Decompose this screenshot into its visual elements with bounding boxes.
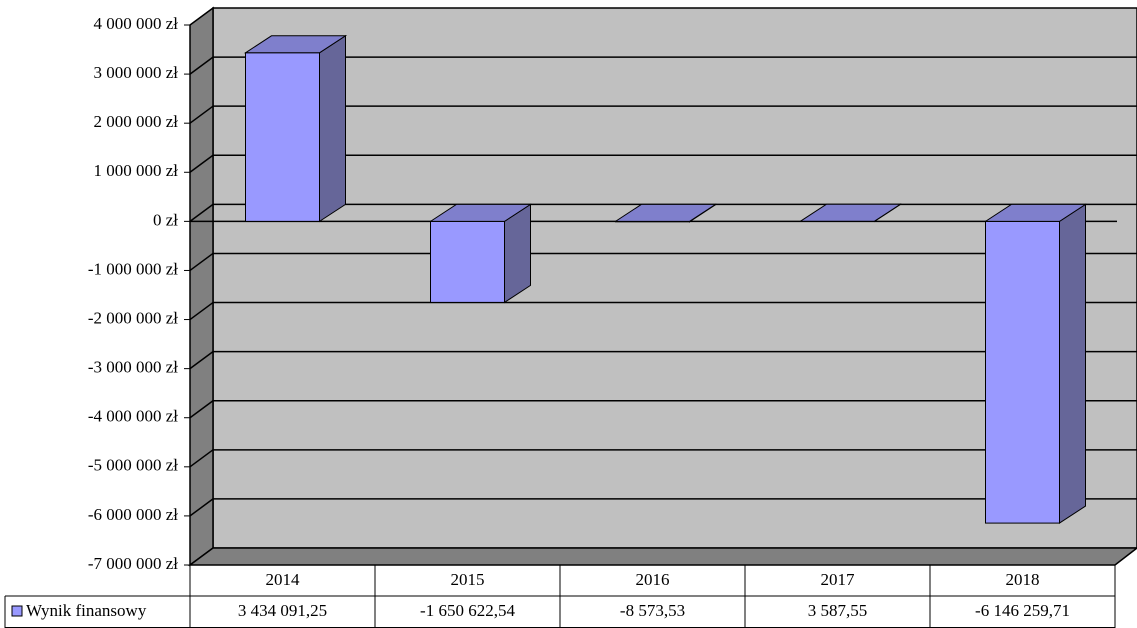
y-tick-label: -4 000 000 zł (88, 407, 178, 426)
grid-line (189, 203, 214, 222)
grid-line (189, 449, 214, 468)
grid-line (189, 301, 214, 321)
bar-top (983, 203, 1088, 222)
bar (243, 34, 348, 223)
data-label: 3 434 091,25 (238, 601, 327, 620)
y-tick-label: -2 000 000 zł (88, 308, 178, 327)
grid-line (189, 351, 214, 370)
data-label: -1 650 622,54 (420, 601, 515, 620)
bar (798, 203, 903, 223)
side-wall (189, 6, 214, 567)
bar-top (428, 203, 533, 222)
grid-line (189, 498, 214, 517)
grid-line (189, 154, 214, 173)
legend-swatch (11, 605, 23, 617)
bar-top (798, 203, 903, 222)
y-tick-label: 3 000 000 zł (93, 63, 178, 82)
y-tick-label: 1 000 000 zł (93, 161, 178, 180)
x-tick-label: 2015 (451, 570, 485, 589)
data-label: -6 146 259,71 (975, 601, 1070, 620)
grid-line (189, 252, 214, 272)
bar-side (1059, 203, 1086, 525)
floor (187, 547, 1137, 566)
legend-label: Wynik finansowy (26, 601, 147, 620)
y-tick-label: -5 000 000 zł (88, 456, 178, 475)
x-tick-label: 2017 (821, 570, 856, 589)
bar (613, 203, 718, 223)
y-tick-label: -1 000 000 zł (88, 259, 178, 278)
bar (983, 203, 1088, 525)
bar-front (430, 220, 505, 303)
grid-line (189, 56, 214, 75)
x-tick-label: 2014 (266, 570, 301, 589)
data-label: -8 573,53 (620, 601, 685, 620)
bar-side (319, 34, 346, 223)
grid-line (189, 400, 214, 419)
x-tick-label: 2018 (1006, 570, 1040, 589)
y-tick-label: -3 000 000 zł (88, 358, 178, 377)
y-tick-label: -6 000 000 zł (88, 505, 178, 524)
bar-front (985, 220, 1060, 524)
y-tick-label: -7 000 000 zł (88, 554, 178, 573)
bar-top (243, 35, 348, 54)
data-label: 3 587,55 (808, 601, 868, 620)
bar (428, 203, 533, 304)
grid-line (189, 105, 214, 124)
y-tick-label: 0 zł (153, 210, 178, 229)
x-tick-label: 2016 (636, 570, 670, 589)
bar-front (245, 52, 320, 222)
y-tick-label: 4 000 000 zł (93, 14, 178, 33)
y-tick-label: 2 000 000 zł (93, 112, 178, 131)
bar-top (613, 203, 718, 222)
